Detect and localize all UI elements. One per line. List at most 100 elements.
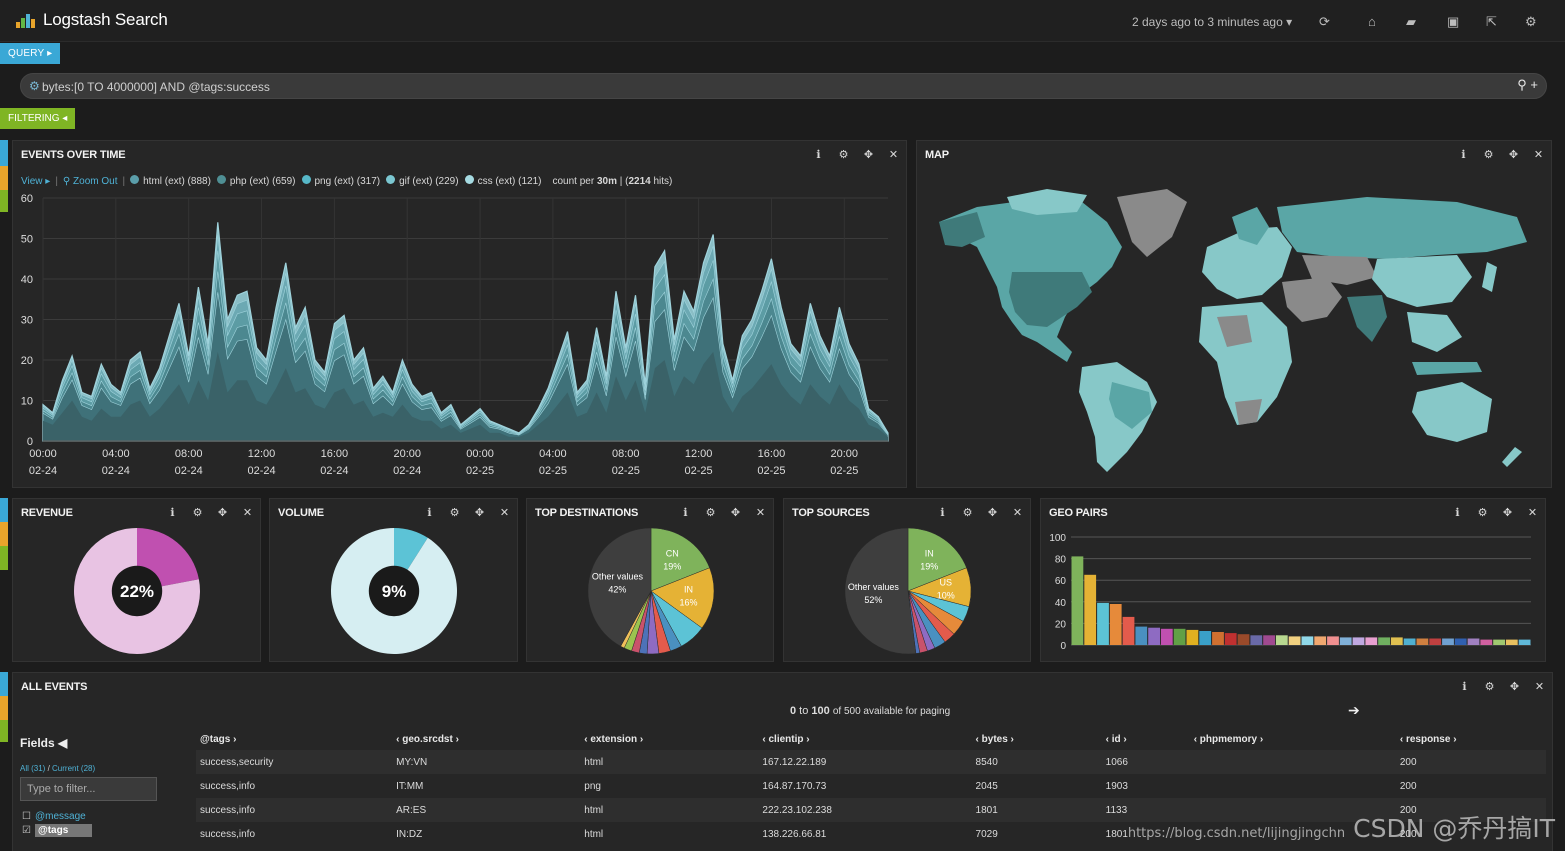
app-brand[interactable]: Logstash Search: [16, 10, 168, 30]
x-tick-date: 02-24: [247, 465, 275, 477]
column-header[interactable]: ‹ phpmemory ›: [1193, 733, 1264, 745]
move-icon[interactable]: ✥: [863, 149, 874, 161]
column-header[interactable]: ‹ geo.srcdst ›: [396, 733, 459, 745]
fields-all-link[interactable]: All (31): [20, 764, 46, 773]
info-icon[interactable]: ℹ: [1461, 149, 1466, 161]
move-icon[interactable]: ✥: [730, 507, 741, 519]
legend-item[interactable]: php (ext) (659): [216, 175, 296, 187]
move-icon[interactable]: ✥: [1502, 507, 1513, 519]
collapse-fields-icon[interactable]: ◀: [58, 736, 68, 750]
move-icon[interactable]: ✥: [217, 507, 228, 519]
map-region-africa-gray: [1217, 315, 1252, 347]
column-header[interactable]: ‹ response ›: [1399, 733, 1457, 745]
field-name[interactable]: @message: [34, 811, 86, 822]
info-icon[interactable]: ℹ: [1462, 681, 1467, 693]
geo-bar: [1365, 637, 1378, 645]
field-list-item[interactable]: ☑ @tags: [22, 824, 93, 837]
info-icon[interactable]: ℹ: [427, 507, 432, 519]
top-sources-pie-chart[interactable]: IN 19%US 10% Other values 52%: [784, 523, 1032, 663]
table-cell: success,info: [196, 822, 393, 846]
info-icon[interactable]: ℹ: [940, 507, 945, 519]
query-input[interactable]: ⚙ bytes:[0 TO 4000000] AND @tags:success…: [20, 73, 1547, 99]
table-cell: AR:ES: [392, 798, 581, 822]
field-list-item[interactable]: ☐ @message: [22, 811, 92, 822]
pie-slice: [650, 527, 710, 592]
panel-title: MAP: [925, 149, 949, 161]
legend-item[interactable]: html (ext) (888): [130, 175, 211, 187]
logstash-logo-icon: [16, 12, 36, 28]
close-icon[interactable]: ✕: [1012, 507, 1023, 519]
table-cell: 2045: [971, 774, 1102, 798]
map-region-central-asia: [1302, 255, 1377, 285]
legend-item[interactable]: png (ext) (317): [301, 175, 380, 187]
row-color-strip: [0, 140, 8, 166]
column-header[interactable]: ‹ extension ›: [584, 733, 644, 745]
column-header[interactable]: ‹ bytes ›: [975, 733, 1014, 745]
close-icon[interactable]: ✕: [499, 507, 510, 519]
move-icon[interactable]: ✥: [987, 507, 998, 519]
field-checkbox[interactable]: ☐: [22, 811, 31, 822]
pie-slice-pct: 10%: [937, 591, 955, 601]
add-query-icon[interactable]: +: [1530, 77, 1538, 92]
close-icon[interactable]: ✕: [1533, 149, 1544, 161]
configure-gear-icon[interactable]: ⚙: [1484, 681, 1495, 693]
configure-gear-icon[interactable]: ⚙: [962, 507, 973, 519]
query-toggle-button[interactable]: QUERY ▸: [0, 43, 61, 64]
field-name[interactable]: @tags: [34, 824, 93, 837]
close-icon[interactable]: ✕: [888, 149, 899, 161]
configure-gear-icon[interactable]: ⚙: [705, 507, 716, 519]
info-icon[interactable]: ℹ: [1455, 507, 1460, 519]
revenue-donut-chart[interactable]: 22%: [13, 523, 262, 663]
save-icon[interactable]: ▣: [1447, 14, 1460, 29]
close-icon[interactable]: ✕: [242, 507, 253, 519]
legend-item[interactable]: gif (ext) (229): [386, 175, 459, 187]
events-area-chart[interactable]: 605040302010000:0002-2404:0002-2408:0002…: [13, 181, 906, 487]
filtering-toggle-button[interactable]: FILTERING ◂: [0, 108, 76, 129]
map-region-india: [1347, 295, 1387, 342]
geo-bar: [1275, 635, 1288, 645]
configure-gear-icon[interactable]: ⚙: [192, 507, 203, 519]
info-icon[interactable]: ℹ: [683, 507, 688, 519]
move-icon[interactable]: ✥: [474, 507, 485, 519]
geo-pairs-bar-chart[interactable]: 100 80 60 40 20 0: [1041, 523, 1545, 663]
configure-gear-icon[interactable]: ⚙: [838, 149, 849, 161]
column-header[interactable]: ‹ id ›: [1105, 733, 1127, 745]
volume-panel: VOLUME ℹ ⚙ ✥ ✕ 9%: [269, 498, 518, 662]
search-icon[interactable]: ⚲: [1517, 77, 1527, 92]
close-icon[interactable]: ✕: [1534, 681, 1545, 693]
time-range-picker[interactable]: 2 days ago to 3 minutes ago ▾: [1132, 15, 1292, 29]
home-icon[interactable]: ⌂: [1368, 14, 1376, 29]
query-settings-icon[interactable]: ⚙: [29, 79, 40, 93]
configure-gear-icon[interactable]: ⚙: [1483, 149, 1494, 161]
info-icon[interactable]: ℹ: [816, 149, 821, 161]
share-icon[interactable]: ⇱: [1486, 14, 1497, 29]
configure-gear-icon[interactable]: ⚙: [449, 507, 460, 519]
close-icon[interactable]: ✕: [755, 507, 766, 519]
configure-gear-icon[interactable]: ⚙: [1477, 507, 1488, 519]
legend-item[interactable]: css (ext) (121): [464, 175, 541, 187]
table-row[interactable]: success,security MY:VN html 167.12.22.189 85…: [196, 750, 1546, 774]
query-text[interactable]: bytes:[0 TO 4000000] AND @tags:success: [42, 80, 270, 94]
view-menu[interactable]: View ▸: [21, 175, 51, 187]
folder-open-icon[interactable]: ▰: [1406, 14, 1416, 29]
field-checkbox[interactable]: ☑: [22, 825, 31, 836]
info-icon[interactable]: ℹ: [170, 507, 175, 519]
table-row[interactable]: success,info IT:MM png 164.87.170.73 2045 190…: [196, 774, 1546, 798]
volume-donut-chart[interactable]: 9%: [270, 523, 519, 663]
fields-current-link[interactable]: Current (28): [52, 764, 96, 773]
top-destinations-pie-chart[interactable]: CN 19% IN 16% Other values 42%: [527, 523, 775, 663]
next-page-arrow-icon[interactable]: ➔: [1348, 702, 1360, 718]
table-row[interactable]: success,info IN:DZ html 138.226.66.81 7029 18…: [196, 822, 1546, 846]
zoom-out-button[interactable]: ⚲ Zoom Out: [62, 175, 118, 187]
column-header[interactable]: ‹ clientip ›: [762, 733, 810, 745]
table-row[interactable]: success,info AR:ES html 222.23.102.238 1801 1…: [196, 798, 1546, 822]
column-header[interactable]: @tags ›: [200, 733, 237, 745]
settings-gear-icon[interactable]: ⚙: [1525, 14, 1537, 29]
world-map[interactable]: [917, 167, 1551, 487]
table-cell: 1133: [1101, 798, 1190, 822]
field-filter-input[interactable]: Type to filter...: [20, 777, 157, 801]
close-icon[interactable]: ✕: [1527, 507, 1538, 519]
move-icon[interactable]: ✥: [1509, 681, 1520, 693]
move-icon[interactable]: ✥: [1508, 149, 1519, 161]
refresh-icon[interactable]: ⟳: [1319, 14, 1330, 29]
